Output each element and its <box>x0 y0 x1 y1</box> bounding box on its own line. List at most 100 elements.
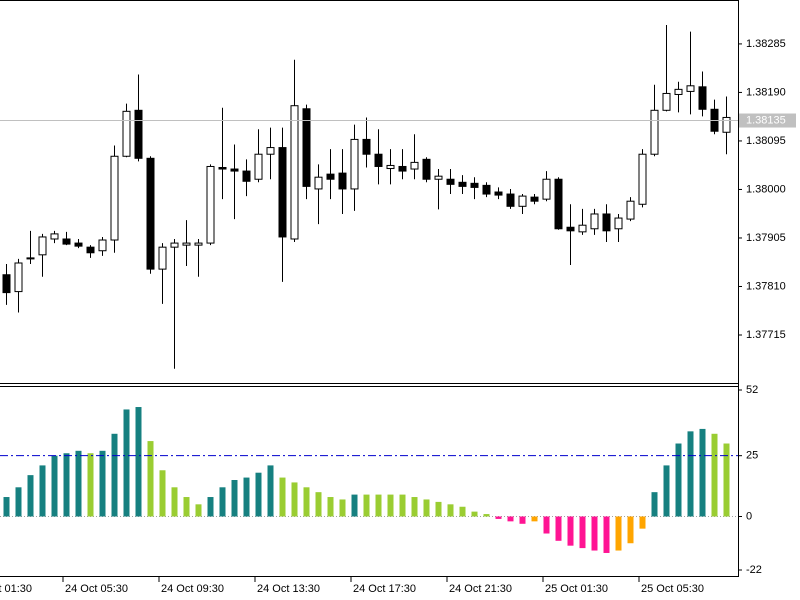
y-tick-label: 1.37810 <box>746 280 786 292</box>
histogram-bar <box>159 470 166 517</box>
histogram-bar <box>663 465 670 517</box>
y-tick-label: 1.37715 <box>746 329 786 341</box>
candle-body <box>302 108 311 187</box>
x-tick-label: 24 Oct 09:30 <box>161 583 224 595</box>
histogram-bar <box>231 480 238 517</box>
candle-body <box>326 173 335 180</box>
histogram-bar <box>63 453 70 517</box>
candle-body <box>230 168 239 172</box>
candle-body <box>74 242 83 247</box>
candle-body <box>674 88 683 95</box>
candle-body <box>170 242 179 248</box>
histogram-bar <box>459 506 466 517</box>
y-tick-label: 1.38190 <box>746 86 786 98</box>
histogram-bar <box>639 516 646 529</box>
histogram-bar <box>303 487 310 517</box>
x-tick-label: 24 Oct 21:30 <box>449 583 512 595</box>
candle-body <box>686 85 695 92</box>
y-tick-label: 1.38285 <box>746 38 786 50</box>
candle-body <box>266 147 275 155</box>
candle-body <box>362 138 371 155</box>
histogram-bar <box>171 487 178 517</box>
candle-body <box>554 178 563 230</box>
histogram-bar <box>483 514 490 517</box>
histogram-bar <box>435 501 442 517</box>
price-plot <box>0 25 738 369</box>
candle-body <box>434 175 443 180</box>
candle-body <box>458 181 467 187</box>
candle-body <box>158 246 167 270</box>
candle-body <box>494 191 503 196</box>
candle-body <box>182 242 191 246</box>
y-tick-label: 1.38095 <box>746 135 786 147</box>
candle-body <box>566 226 575 232</box>
candle-body <box>506 193 515 207</box>
candle-body <box>254 153 263 180</box>
candle-body <box>146 157 155 270</box>
candle-body <box>410 161 419 170</box>
candle-body <box>542 178 551 200</box>
histogram-bar <box>543 516 550 534</box>
candle-body <box>518 195 527 207</box>
candle-body <box>206 165 215 244</box>
histogram-bar <box>675 443 682 517</box>
histogram-bar <box>423 499 430 517</box>
histogram-bar <box>291 482 298 517</box>
y-tick-label: 0 <box>746 510 752 522</box>
candle-body <box>722 116 731 133</box>
candle-body <box>482 184 491 195</box>
histogram-bar <box>531 516 538 522</box>
candle-body <box>26 257 35 260</box>
candle-body <box>2 274 11 294</box>
candle-body <box>614 217 623 230</box>
x-tick-label: 24 Oct 01:30 <box>0 583 32 595</box>
candle-body <box>14 262 23 293</box>
histogram-bar <box>315 492 322 517</box>
histogram-bar <box>15 487 22 517</box>
histogram-bar <box>579 516 586 549</box>
histogram-bar <box>711 433 718 517</box>
histogram-bar <box>399 494 406 517</box>
histogram-bar <box>111 433 118 517</box>
candle-body <box>134 109 143 159</box>
histogram-bar <box>603 516 610 553</box>
candle-body <box>86 246 95 254</box>
histogram-bar <box>627 516 634 544</box>
histogram-bar <box>147 441 154 517</box>
y-tick-label: 1.38000 <box>746 183 786 195</box>
histogram-bar <box>507 516 514 522</box>
histogram-bar <box>387 494 394 517</box>
x-tick-label: 25 Oct 05:30 <box>641 583 704 595</box>
candle-body <box>98 239 107 252</box>
current-price-box <box>739 113 796 128</box>
histogram-bar <box>363 494 370 517</box>
histogram-bar <box>375 494 382 517</box>
histogram-bar <box>495 516 502 519</box>
histogram-bar <box>699 428 706 517</box>
current-price-label: 1.38135 <box>746 114 786 126</box>
candle-body <box>122 110 131 157</box>
candle-body <box>422 158 431 180</box>
histogram-bar <box>183 497 190 517</box>
candle-body <box>50 233 59 240</box>
candle-body <box>38 236 47 256</box>
candle-body <box>602 213 611 232</box>
candle-body <box>338 172 347 190</box>
candle-body <box>398 165 407 172</box>
x-tick-label: 24 Oct 13:30 <box>257 583 320 595</box>
histogram-bar <box>723 443 730 517</box>
histogram-bar <box>255 472 262 517</box>
histogram-bar <box>27 475 34 517</box>
candle-body <box>374 153 383 167</box>
x-tick-label: 25 Oct 01:30 <box>545 583 608 595</box>
histogram-bar <box>555 516 562 541</box>
histogram-bar <box>411 497 418 517</box>
histogram-bar <box>471 511 478 517</box>
histogram-bar <box>351 494 358 517</box>
candle-body <box>578 224 587 233</box>
candle-body <box>590 213 599 230</box>
histogram-bar <box>123 409 130 517</box>
axes: 1.38285 1.38190 1.38095 1.38000 1.37905 1.378… <box>0 38 796 595</box>
candle-body <box>110 155 119 241</box>
candle-body <box>626 200 635 220</box>
